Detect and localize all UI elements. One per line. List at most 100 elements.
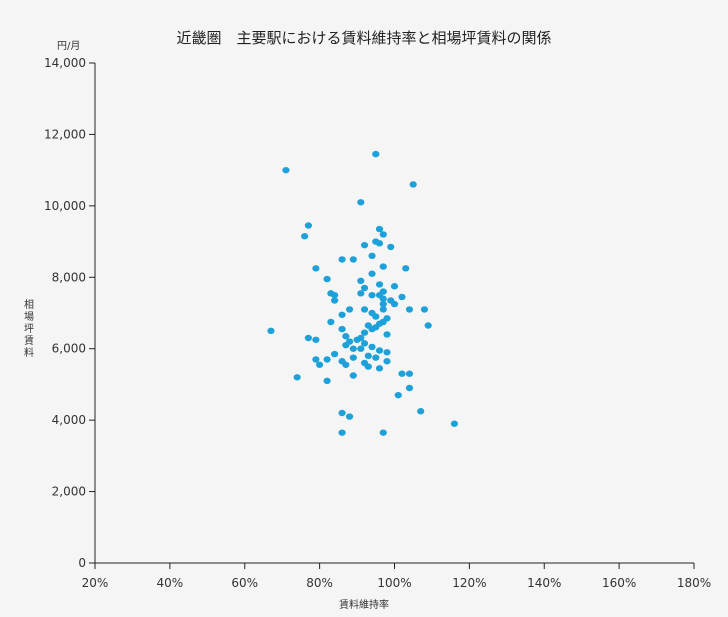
y-tick-label: 6,000 — [52, 342, 86, 356]
data-point — [338, 311, 346, 318]
data-point — [379, 295, 387, 302]
y-tick-label: 10,000 — [44, 199, 86, 213]
data-point — [405, 384, 414, 392]
data-point — [349, 345, 357, 352]
data-point — [379, 306, 387, 313]
data-point — [357, 290, 365, 297]
y-axis-unit: 円/月 — [57, 41, 81, 52]
x-tick-label: 60% — [231, 576, 258, 590]
x-tick-label: 80% — [306, 576, 333, 590]
data-point — [327, 318, 335, 326]
data-point — [375, 281, 384, 288]
data-point — [357, 345, 365, 352]
data-point — [398, 370, 406, 377]
data-point — [349, 372, 357, 379]
data-point — [417, 408, 425, 415]
data-point — [338, 325, 346, 333]
data-point — [424, 322, 432, 329]
data-point — [368, 252, 376, 260]
data-point — [357, 277, 365, 285]
data-point — [323, 275, 331, 283]
data-point — [450, 420, 458, 427]
data-point — [360, 329, 369, 336]
data-point — [357, 199, 365, 206]
data-point — [312, 356, 320, 363]
data-point — [331, 297, 339, 304]
data-point — [368, 325, 376, 333]
data-point — [394, 391, 402, 399]
data-point — [402, 265, 410, 272]
x-tick-label: 20% — [82, 576, 109, 590]
data-point — [390, 300, 399, 308]
data-point — [267, 327, 275, 335]
chart-title: 近畿圏 主要駅における賃料維持率と相場坪賃料の関係 — [176, 29, 552, 47]
data-point — [282, 166, 290, 174]
data-point — [360, 306, 369, 313]
y-tick-label: 14,000 — [44, 56, 86, 70]
y-tick-label: 4,000 — [52, 413, 86, 427]
x-tick-label: 100% — [377, 576, 411, 590]
data-point — [360, 284, 369, 292]
data-point — [375, 347, 384, 354]
data-point — [379, 429, 387, 436]
data-point — [342, 333, 350, 340]
data-point — [379, 231, 387, 238]
data-point — [360, 340, 369, 347]
data-point — [383, 331, 391, 338]
data-point — [338, 429, 346, 436]
data-point — [316, 361, 324, 368]
x-tick-label: 120% — [452, 576, 486, 590]
data-point — [405, 306, 414, 313]
data-point — [293, 374, 301, 381]
data-point — [353, 336, 361, 343]
y-tick-label: 0 — [78, 556, 86, 570]
data-point — [349, 354, 357, 361]
data-point — [323, 356, 331, 363]
data-point — [304, 222, 312, 229]
data-point — [338, 256, 346, 263]
data-point — [420, 306, 429, 313]
data-point — [372, 354, 380, 361]
data-point — [364, 363, 372, 370]
x-tick-label: 40% — [157, 576, 184, 590]
data-point — [368, 270, 376, 277]
data-point — [375, 225, 384, 233]
data-point — [349, 256, 357, 263]
data-point — [312, 336, 320, 343]
data-point — [405, 370, 414, 377]
data-point — [360, 241, 369, 249]
data-point — [379, 263, 387, 270]
data-point — [379, 300, 387, 308]
data-point — [372, 313, 380, 320]
data-point — [342, 341, 350, 349]
data-point — [368, 291, 376, 299]
y-axis-label: 相場坪賃料 — [24, 300, 34, 359]
data-point — [383, 349, 391, 356]
data-point — [331, 291, 339, 299]
x-axis-label: 賃料維持率 — [339, 600, 389, 611]
data-point — [372, 150, 380, 158]
data-point — [390, 283, 399, 290]
x-tick-label: 160% — [602, 576, 636, 590]
data-point — [304, 334, 312, 342]
data-point — [338, 409, 346, 417]
data-point — [323, 377, 331, 385]
data-point — [312, 265, 320, 272]
x-tick-label: 180% — [677, 576, 711, 590]
data-point — [387, 243, 395, 251]
data-point — [375, 240, 384, 247]
y-tick-label: 2,000 — [52, 485, 86, 499]
data-point — [398, 293, 406, 301]
data-point — [345, 413, 354, 420]
data-point — [331, 350, 339, 358]
data-point — [375, 365, 384, 372]
data-point — [345, 306, 354, 313]
x-tick-label: 140% — [527, 576, 561, 590]
data-point — [368, 343, 376, 351]
y-tick-label: 12,000 — [44, 127, 86, 141]
data-point — [364, 352, 372, 360]
data-point — [383, 358, 391, 365]
data-point — [342, 361, 350, 368]
